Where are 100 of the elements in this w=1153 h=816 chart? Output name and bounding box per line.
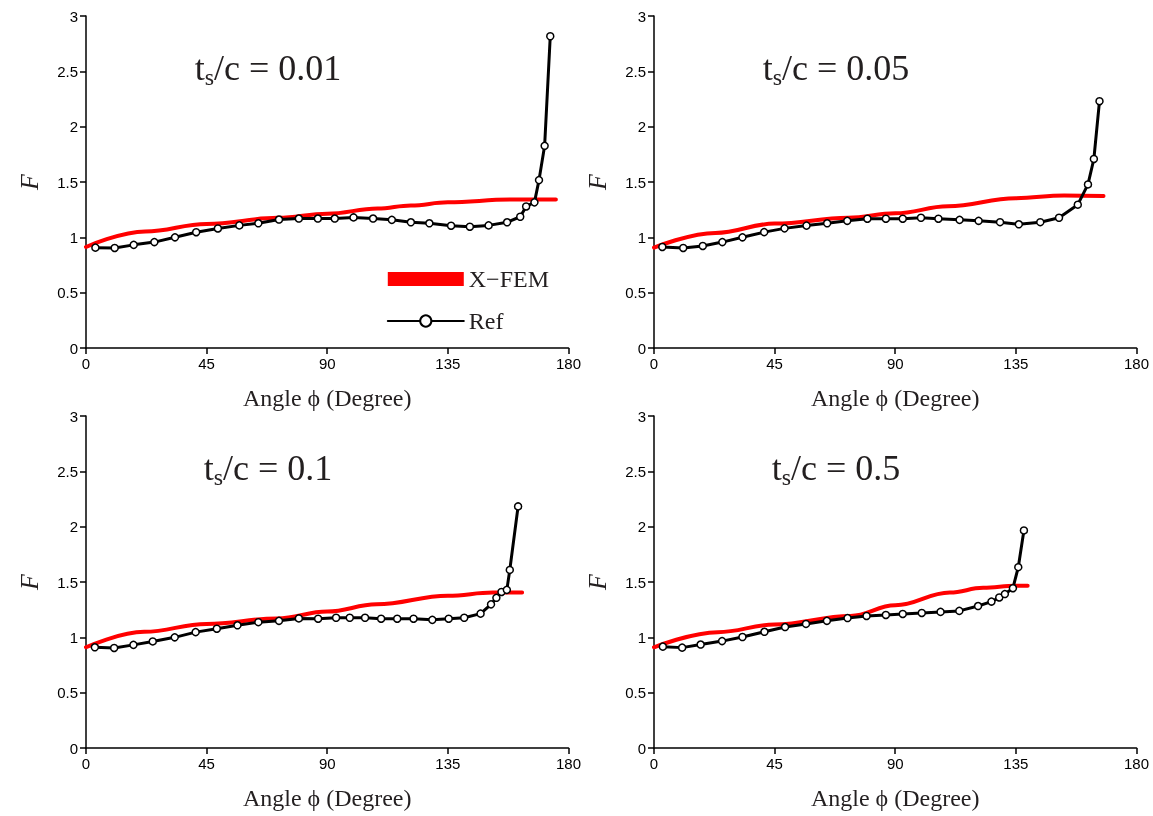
y-tick-label: 1.5: [57, 173, 78, 191]
x-tick-label: 180: [555, 755, 581, 772]
point: [973, 601, 983, 611]
x-tick-label: 45: [766, 755, 783, 772]
x-tick-label: 135: [435, 355, 461, 372]
point: [934, 214, 943, 223]
point: [376, 614, 386, 623]
point: [738, 632, 747, 642]
point: [760, 627, 769, 637]
point: [1095, 96, 1104, 106]
x-tick-label: 0: [81, 755, 91, 772]
y-tick-label: 0: [69, 739, 78, 757]
point: [349, 213, 358, 222]
point: [110, 243, 119, 253]
point: [534, 175, 544, 185]
point: [129, 640, 138, 650]
point: [898, 214, 907, 223]
point: [717, 636, 727, 646]
y-tick-label: 1.5: [625, 573, 646, 591]
point: [530, 198, 539, 207]
point: [987, 597, 996, 606]
y-tick-label: 1.5: [625, 173, 646, 191]
point: [862, 611, 871, 621]
point: [148, 637, 157, 646]
y-tick-label: 1: [69, 228, 78, 246]
x-tick-label: 135: [1003, 355, 1029, 372]
point: [109, 643, 119, 653]
point: [1054, 213, 1064, 222]
point: [459, 613, 469, 622]
x-tick-label: 90: [318, 355, 336, 372]
y-tick-label: 3: [69, 7, 78, 25]
x-tick-label: 135: [1003, 755, 1029, 772]
point: [759, 227, 769, 237]
point: [843, 216, 852, 226]
point: [678, 243, 688, 253]
point: [1083, 180, 1093, 189]
y-tick-label: 2.5: [625, 62, 646, 80]
point: [465, 222, 475, 231]
x-tick-label: 180: [1123, 755, 1149, 772]
x-tick-label: 0: [649, 755, 659, 772]
point: [916, 213, 926, 222]
point: [822, 219, 832, 228]
x-axis-title: Angle ϕ (Degree): [242, 785, 412, 811]
y-tick-label: 1: [637, 228, 646, 246]
point: [91, 243, 100, 252]
point: [331, 613, 341, 622]
point: [425, 219, 434, 228]
point: [254, 219, 263, 228]
y-tick-label: 0: [637, 339, 646, 357]
y-tick-label: 2.5: [57, 62, 78, 80]
point: [738, 233, 747, 242]
point: [863, 214, 872, 223]
point: [1019, 526, 1029, 535]
y-axis-title: F: [14, 572, 44, 591]
y-tick-label: 0.5: [625, 284, 646, 302]
point: [486, 600, 496, 609]
x-tick-label: 180: [555, 355, 581, 372]
point: [428, 615, 437, 625]
point: [995, 217, 1005, 227]
point: [658, 642, 668, 651]
point: [409, 614, 418, 623]
point: [313, 614, 323, 623]
x-tick-label: 135: [435, 755, 461, 772]
point: [213, 224, 223, 233]
point: [360, 613, 370, 622]
point: [658, 242, 667, 252]
x-axis-title: Angle ϕ (Degree): [810, 785, 980, 811]
point: [516, 212, 525, 221]
point: [1014, 220, 1024, 229]
x-tick-label: 90: [886, 355, 904, 372]
x-tick-label: 45: [198, 755, 215, 772]
point: [170, 633, 179, 642]
point: [540, 141, 549, 151]
point: [917, 608, 927, 618]
point: [90, 643, 100, 652]
y-tick-label: 1: [637, 628, 646, 646]
point: [677, 643, 687, 652]
point: [392, 614, 402, 623]
point: [170, 233, 180, 242]
y-axis-title: F: [582, 172, 612, 191]
line-series: [652, 583, 1030, 650]
x-axis-title: Angle ϕ (Degree): [810, 385, 980, 411]
point: [955, 215, 964, 225]
point: [1036, 217, 1045, 227]
y-tick-label: 0.5: [625, 684, 646, 702]
point: [780, 622, 790, 632]
point: [974, 216, 983, 226]
y-axis-title: F: [14, 172, 44, 191]
x-tick-label: 180: [1123, 355, 1149, 372]
point: [881, 610, 891, 620]
point: [881, 214, 891, 223]
point: [546, 32, 555, 41]
x-tick-label: 90: [318, 755, 336, 772]
y-tick-label: 2.5: [57, 462, 78, 480]
point: [696, 640, 705, 649]
point: [955, 606, 964, 616]
y-tick-label: 1: [69, 628, 78, 646]
y-tick-label: 1.5: [57, 573, 78, 591]
point: [233, 621, 242, 630]
point: [802, 221, 811, 230]
